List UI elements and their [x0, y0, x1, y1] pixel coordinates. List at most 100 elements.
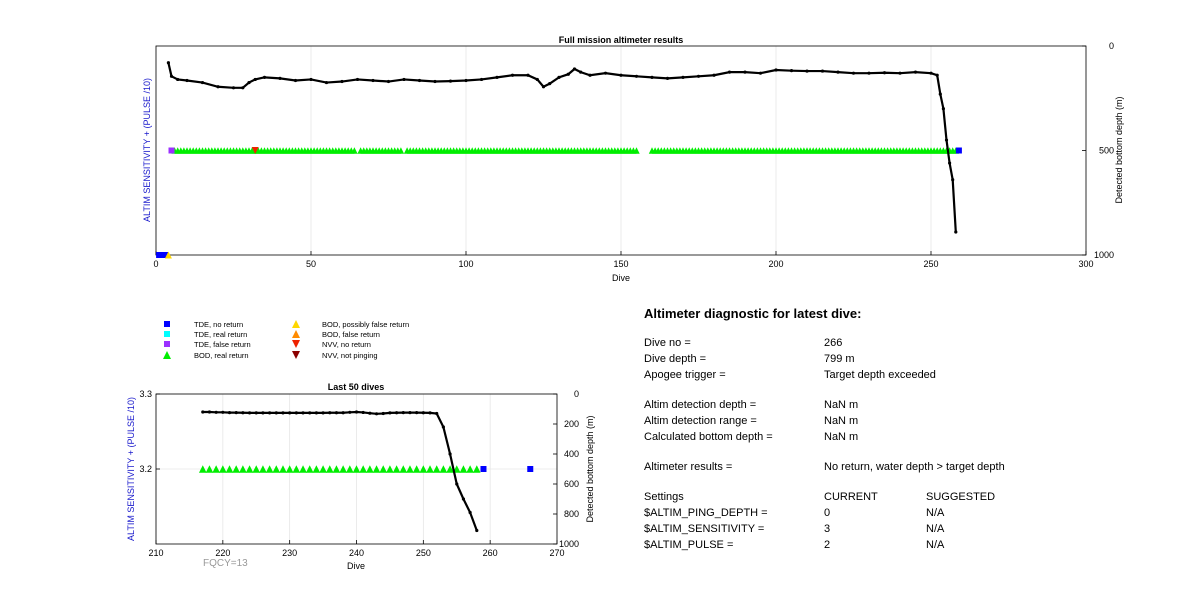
legend-label: TDE, false return [194, 340, 251, 349]
bottom-depth-point [712, 73, 716, 77]
bottom-depth-point [938, 92, 942, 96]
bottom-depth-point [526, 73, 530, 77]
x-tick-label: 240 [349, 548, 364, 558]
settings-label: Settings [644, 491, 684, 503]
bod-real-return-marker [466, 465, 474, 473]
bottom-depth-point [541, 85, 546, 89]
x-tick-label: 100 [458, 259, 473, 269]
legend-square-icon [164, 341, 170, 347]
calculated-depth-label: Calculated bottom depth = [644, 431, 773, 443]
full-mission-plot: Full mission altimeter results 0 50 100 150… [142, 35, 1124, 283]
bottom-depth-point [401, 411, 405, 415]
x-tick-label: 200 [768, 259, 783, 269]
bottom-depth-point [913, 70, 918, 74]
tde-false-return-marker [168, 147, 175, 154]
setting-current: 2 [824, 539, 831, 551]
detection-range-row: Altim detection range = NaN m [644, 413, 1184, 429]
dive-depth-value: 799 m [824, 353, 855, 365]
bottom-depth-point [253, 77, 257, 82]
bod-real-return-marker [272, 465, 281, 473]
bod-real-return-marker [432, 465, 441, 473]
bottom-depth-point [479, 77, 484, 82]
bottom-depth-point [461, 497, 466, 501]
legend-label: BOD, possibly false return [322, 320, 409, 329]
bod-real-return-marker [205, 465, 214, 473]
tde-no-return-marker [162, 252, 169, 258]
bottom-depth-point [681, 75, 685, 79]
bod-real-return-marker [372, 465, 381, 473]
bottom-depth-point [448, 452, 452, 456]
top-plot-title: Full mission altimeter results [559, 35, 684, 45]
last-50-dives-plot: Last 50 dives 210 220 230 240 250 260 270 3.33… [126, 382, 595, 571]
bottom-depth-point [882, 71, 887, 75]
bottom-depth-point [421, 411, 425, 415]
bod-real-return-marker [198, 465, 207, 473]
setting-name: $ALTIM_PING_DEPTH = [644, 507, 768, 519]
legend-square-icon [164, 331, 170, 337]
bottom-depth-point [231, 86, 236, 90]
bod-real-return-marker [279, 465, 287, 473]
bod-real-return-marker [259, 465, 267, 473]
bottom-depth-point [247, 411, 252, 415]
bottom-depth-point [278, 76, 282, 80]
bod-real-return-marker [232, 465, 240, 473]
tde-no-return-marker [527, 466, 534, 472]
bod-real-return-marker [212, 465, 220, 473]
top-plot-marks [156, 61, 962, 259]
legend-label: TDE, no return [194, 320, 243, 329]
bottom-depth-point [951, 178, 955, 182]
x-tick-label: 270 [549, 548, 564, 558]
bod-real-return-marker [633, 147, 640, 154]
bottom-depth-point [557, 75, 561, 79]
bottom-depth-point [579, 70, 583, 74]
bottom-depth-point [176, 77, 180, 82]
bottom-depth-point [867, 71, 871, 75]
bod-real-return-marker [285, 465, 294, 473]
bottom-depth-point [314, 411, 318, 415]
bottom-depth-point [836, 70, 840, 74]
bottom-depth-point [510, 73, 515, 77]
bottom-depth-point [941, 107, 946, 111]
bod-real-return-marker [305, 465, 314, 473]
bottom-depth-point [247, 80, 251, 85]
altimeter-results-label: Altimeter results = [644, 461, 733, 473]
y2-tick-label: 200 [564, 419, 579, 429]
y2-tick-label: 400 [564, 449, 579, 459]
setting-row: $ALTIM_PULSE = 2 N/A [644, 537, 1184, 553]
bod-real-return-marker [473, 465, 481, 473]
bottom-depth-point [374, 412, 379, 416]
legend-triangle-down-icon [292, 340, 300, 348]
top-y2-ticks: 0 500 1000 [1082, 41, 1114, 260]
bottom-depth-point [898, 71, 902, 75]
bottom-depth-point [415, 411, 419, 415]
bottom-depth-point [566, 72, 570, 76]
bod-real-return-marker [325, 465, 334, 473]
top-x-axis-label: Dive [612, 273, 630, 283]
bod-real-return-marker [319, 465, 327, 473]
top-y2-axis-label: Detected bottom depth (m) [1114, 96, 1124, 203]
bod-real-return-marker [265, 465, 274, 473]
current-header: CURRENT [824, 491, 878, 503]
bod-real-return-marker [219, 465, 227, 473]
fqcy-label: FQCY=13 [203, 558, 248, 569]
apogee-value: Target depth exceeded [824, 369, 936, 381]
nvv-no-return-marker [251, 147, 259, 154]
legend-triangle-down-icon [292, 351, 300, 359]
bottom-depth-point [386, 79, 391, 84]
tde-no-return-marker [156, 252, 163, 258]
bod-real-return-marker [397, 147, 405, 154]
bottom-depth-point [634, 74, 639, 78]
detection-depth-value: NaN m [824, 399, 859, 411]
bottom-depth-point [468, 510, 472, 515]
diagnostic-title: Altimeter diagnostic for latest dive: [644, 306, 862, 321]
bod-real-return-marker [399, 465, 408, 473]
legend-label: NVV, not pinging [322, 351, 378, 360]
x-tick-label: 260 [483, 548, 498, 558]
bottom-y2-axis-label: Detected bottom depth (m) [585, 415, 595, 522]
x-tick-label: 250 [416, 548, 431, 558]
bottom-depth-point [464, 78, 468, 83]
bottom-depth-point [417, 78, 422, 83]
bottom-depth-point [428, 411, 432, 415]
bod-real-return-marker [332, 465, 341, 473]
y2-tick-label: 0 [1109, 41, 1114, 51]
